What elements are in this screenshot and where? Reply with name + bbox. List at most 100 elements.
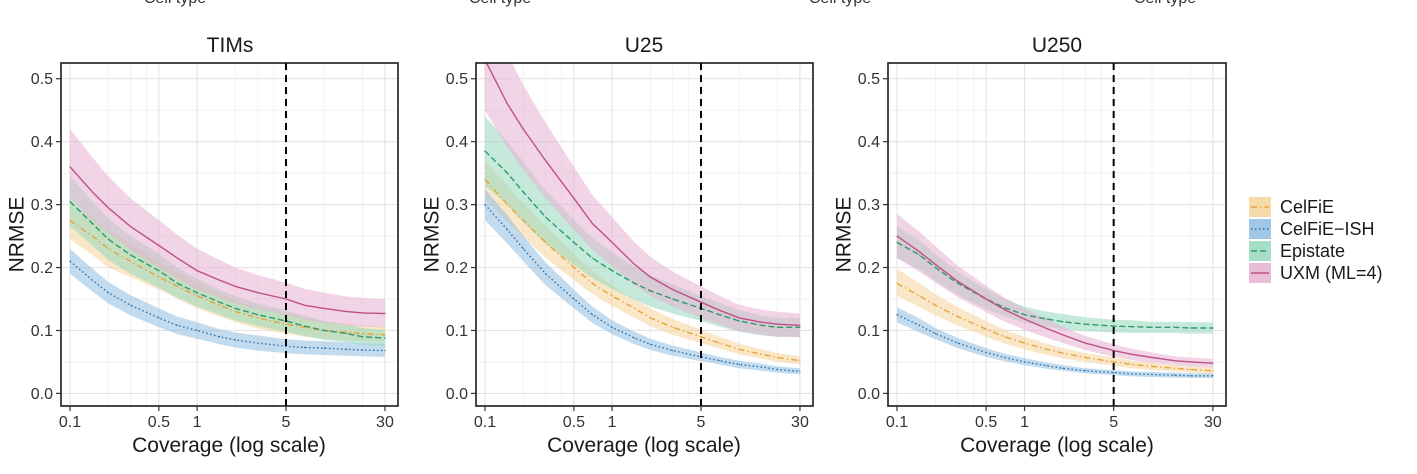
data-point <box>896 235 898 237</box>
confidence-band <box>485 116 800 337</box>
data-point <box>196 295 198 297</box>
data-point <box>1131 363 1133 366</box>
data-point <box>545 241 547 243</box>
data-point <box>130 226 132 228</box>
y-tick-label: 0.1 <box>858 323 880 340</box>
series-line <box>69 166 385 315</box>
y-tick-label: 0.2 <box>31 260 53 277</box>
series-layer <box>896 214 1214 379</box>
data-point <box>1212 362 1214 364</box>
data-point <box>545 273 547 275</box>
data-point <box>591 222 594 225</box>
data-point <box>107 292 109 294</box>
data-point <box>1046 348 1048 350</box>
x-axis-title: Coverage (log scale) <box>132 434 326 457</box>
data-point <box>91 222 93 225</box>
series-line <box>69 219 385 336</box>
data-point <box>934 266 936 269</box>
data-point <box>957 280 959 282</box>
data-point <box>611 326 613 328</box>
x-tick-label: 30 <box>376 414 394 431</box>
data-point <box>196 270 198 272</box>
data-point <box>158 317 160 319</box>
data-point <box>303 325 306 327</box>
x-tick-label: 0.5 <box>148 414 170 431</box>
data-point <box>1189 361 1192 363</box>
y-tick-label: 0.1 <box>446 323 468 340</box>
data-point <box>218 279 221 281</box>
data-point <box>672 326 674 328</box>
panel-title: U250 <box>1032 34 1082 57</box>
confidence-band <box>897 214 1213 368</box>
data-point <box>218 301 221 303</box>
data-point <box>506 204 508 206</box>
data-point <box>649 317 652 319</box>
data-point <box>522 191 524 193</box>
data-point <box>107 238 109 240</box>
legend-item: UXM (ML=4) <box>1249 263 1383 283</box>
data-point <box>257 292 259 294</box>
data-point <box>346 348 348 350</box>
series-line <box>896 235 1213 364</box>
data-point <box>957 282 959 284</box>
data-point <box>738 348 740 350</box>
data-point <box>1212 375 1214 377</box>
data-point <box>985 351 987 354</box>
x-tick-label: 30 <box>791 414 809 431</box>
confidence-band <box>485 188 800 375</box>
data-point <box>218 336 221 338</box>
data-point <box>107 248 109 250</box>
data-point <box>934 333 936 335</box>
data-point <box>218 304 221 306</box>
legend-label: UXM (ML=4) <box>1280 263 1383 283</box>
data-point <box>1151 326 1153 328</box>
data-point <box>799 360 801 362</box>
data-point <box>761 324 763 327</box>
data-point <box>158 270 160 272</box>
chart-panel-1: 0.0 0.1 0.2 0.3 0.4 0.5 0.1 0.5 1 5 30 TIMs Coverage… <box>6 34 399 457</box>
data-point <box>484 204 486 206</box>
data-point <box>158 244 160 247</box>
series-line <box>896 241 1213 329</box>
data-point <box>384 312 386 315</box>
data-point <box>522 219 524 221</box>
data-point <box>1084 370 1086 372</box>
data-point <box>718 342 721 344</box>
data-point <box>361 336 364 338</box>
x-tick-label: 5 <box>282 414 291 431</box>
series-line <box>896 282 1213 372</box>
data-point <box>361 333 364 335</box>
clipped-top-label: Cell type <box>809 0 871 7</box>
data-point <box>896 282 898 284</box>
x-tick-label: 0.1 <box>59 414 81 431</box>
y-tick-label: 0.3 <box>446 197 468 214</box>
plot-frame <box>60 62 399 407</box>
data-point <box>346 331 348 333</box>
y-tick-label: 0.5 <box>31 71 53 88</box>
data-point <box>611 295 613 297</box>
data-point <box>506 103 508 105</box>
x-tick-label: 0.1 <box>474 414 496 431</box>
data-point <box>633 282 636 284</box>
data-point <box>1212 370 1214 372</box>
data-point <box>196 329 198 332</box>
data-point <box>130 304 132 306</box>
data-point <box>1046 365 1048 367</box>
data-point <box>506 229 508 231</box>
x-tick-label: 5 <box>697 414 706 431</box>
data-point <box>545 159 547 162</box>
series-line <box>69 201 385 339</box>
data-point <box>738 317 740 319</box>
data-point <box>303 304 306 306</box>
data-point <box>799 324 801 327</box>
x-tick-label: 0.5 <box>563 414 585 431</box>
data-point <box>285 323 287 325</box>
data-point <box>1023 314 1026 316</box>
series-line <box>485 63 800 327</box>
data-point <box>649 276 652 278</box>
data-point <box>1131 353 1133 355</box>
x-tick-label: 1 <box>1020 414 1029 431</box>
data-point <box>361 349 364 351</box>
data-point <box>323 329 325 332</box>
panel-title: U25 <box>625 34 664 57</box>
